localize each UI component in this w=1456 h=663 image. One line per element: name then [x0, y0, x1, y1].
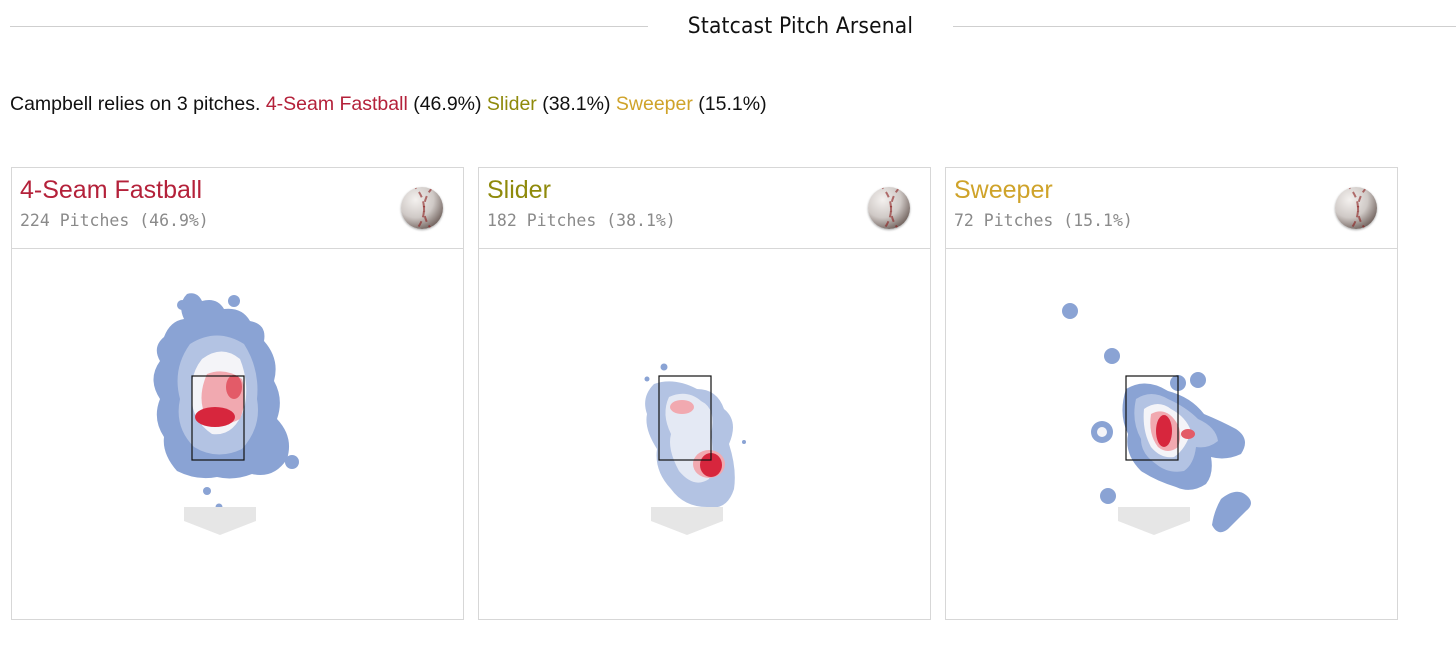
heatmap-hot-spot: [1156, 415, 1172, 447]
strike-zone: [658, 375, 712, 461]
pitch-card-header: 4-Seam Fastball 224 Pitches (46.9%): [12, 168, 463, 249]
heatmap-dot: [660, 363, 668, 371]
pitch-card-slider: Slider 182 Pitches (38.1%): [478, 167, 931, 620]
heatmap-hot-spot: [700, 453, 722, 477]
baseball-icon: [868, 187, 910, 229]
pitch-card-header: Sweeper 72 Pitches (15.1%): [946, 168, 1397, 249]
slider-heatmap: [644, 363, 746, 535]
heatmap-dot: [742, 440, 746, 444]
arsenal-summary: Campbell relies on 3 pitches. 4-Seam Fas…: [10, 93, 767, 116]
pitch-card-sweeper: Sweeper 72 Pitches (15.1%): [945, 167, 1398, 620]
strike-zone: [191, 375, 245, 461]
fastball-heatmap: [153, 293, 299, 535]
baseball-icon: [1335, 187, 1377, 229]
pitch-card-header: Slider 182 Pitches (38.1%): [479, 168, 930, 249]
heatmap-hot-spot-2: [226, 375, 242, 399]
home-plate: [651, 507, 723, 535]
heatmap-dot: [644, 376, 650, 382]
summary-pct-slider: (38.1%): [542, 93, 611, 115]
section-title: Statcast Pitch Arsenal: [687, 13, 914, 39]
pitch-name: Slider: [487, 176, 551, 204]
summary-pct-sweeper: (15.1%): [698, 93, 767, 115]
heatmap-hot-spot-2: [1181, 429, 1195, 439]
heatmap-ring: [1097, 427, 1107, 437]
header-rule-left: [10, 25, 648, 27]
pitch-count: 72 Pitches (15.1%): [954, 211, 1133, 230]
pitch-name: Sweeper: [954, 176, 1053, 204]
baseball-icon: [401, 187, 443, 229]
pitch-card-fastball: 4-Seam Fastball 224 Pitches (46.9%): [11, 167, 464, 620]
summary-pitch-sweeper: Sweeper: [615, 93, 693, 115]
summary-pct-fastball: (46.9%): [413, 93, 482, 115]
pitch-name: 4-Seam Fastball: [20, 176, 203, 204]
heatmap-hot-spot: [195, 407, 235, 427]
heatmap-pink-region: [670, 400, 694, 414]
summary-pitch-slider: Slider: [486, 93, 537, 115]
summary-intro: Campbell relies on 3 pitches.: [10, 93, 261, 115]
pitch-count: 182 Pitches (38.1%): [487, 211, 676, 230]
strike-zone: [1125, 375, 1179, 461]
sweeper-heatmap: [1062, 303, 1251, 535]
home-plate: [184, 507, 256, 535]
pitch-count: 224 Pitches (46.9%): [20, 211, 209, 230]
header-rule-right: [952, 25, 1456, 27]
home-plate: [1118, 507, 1190, 535]
section-header: Statcast Pitch Arsenal: [10, 8, 1456, 44]
summary-pitch-fastball: 4-Seam Fastball: [265, 93, 408, 115]
